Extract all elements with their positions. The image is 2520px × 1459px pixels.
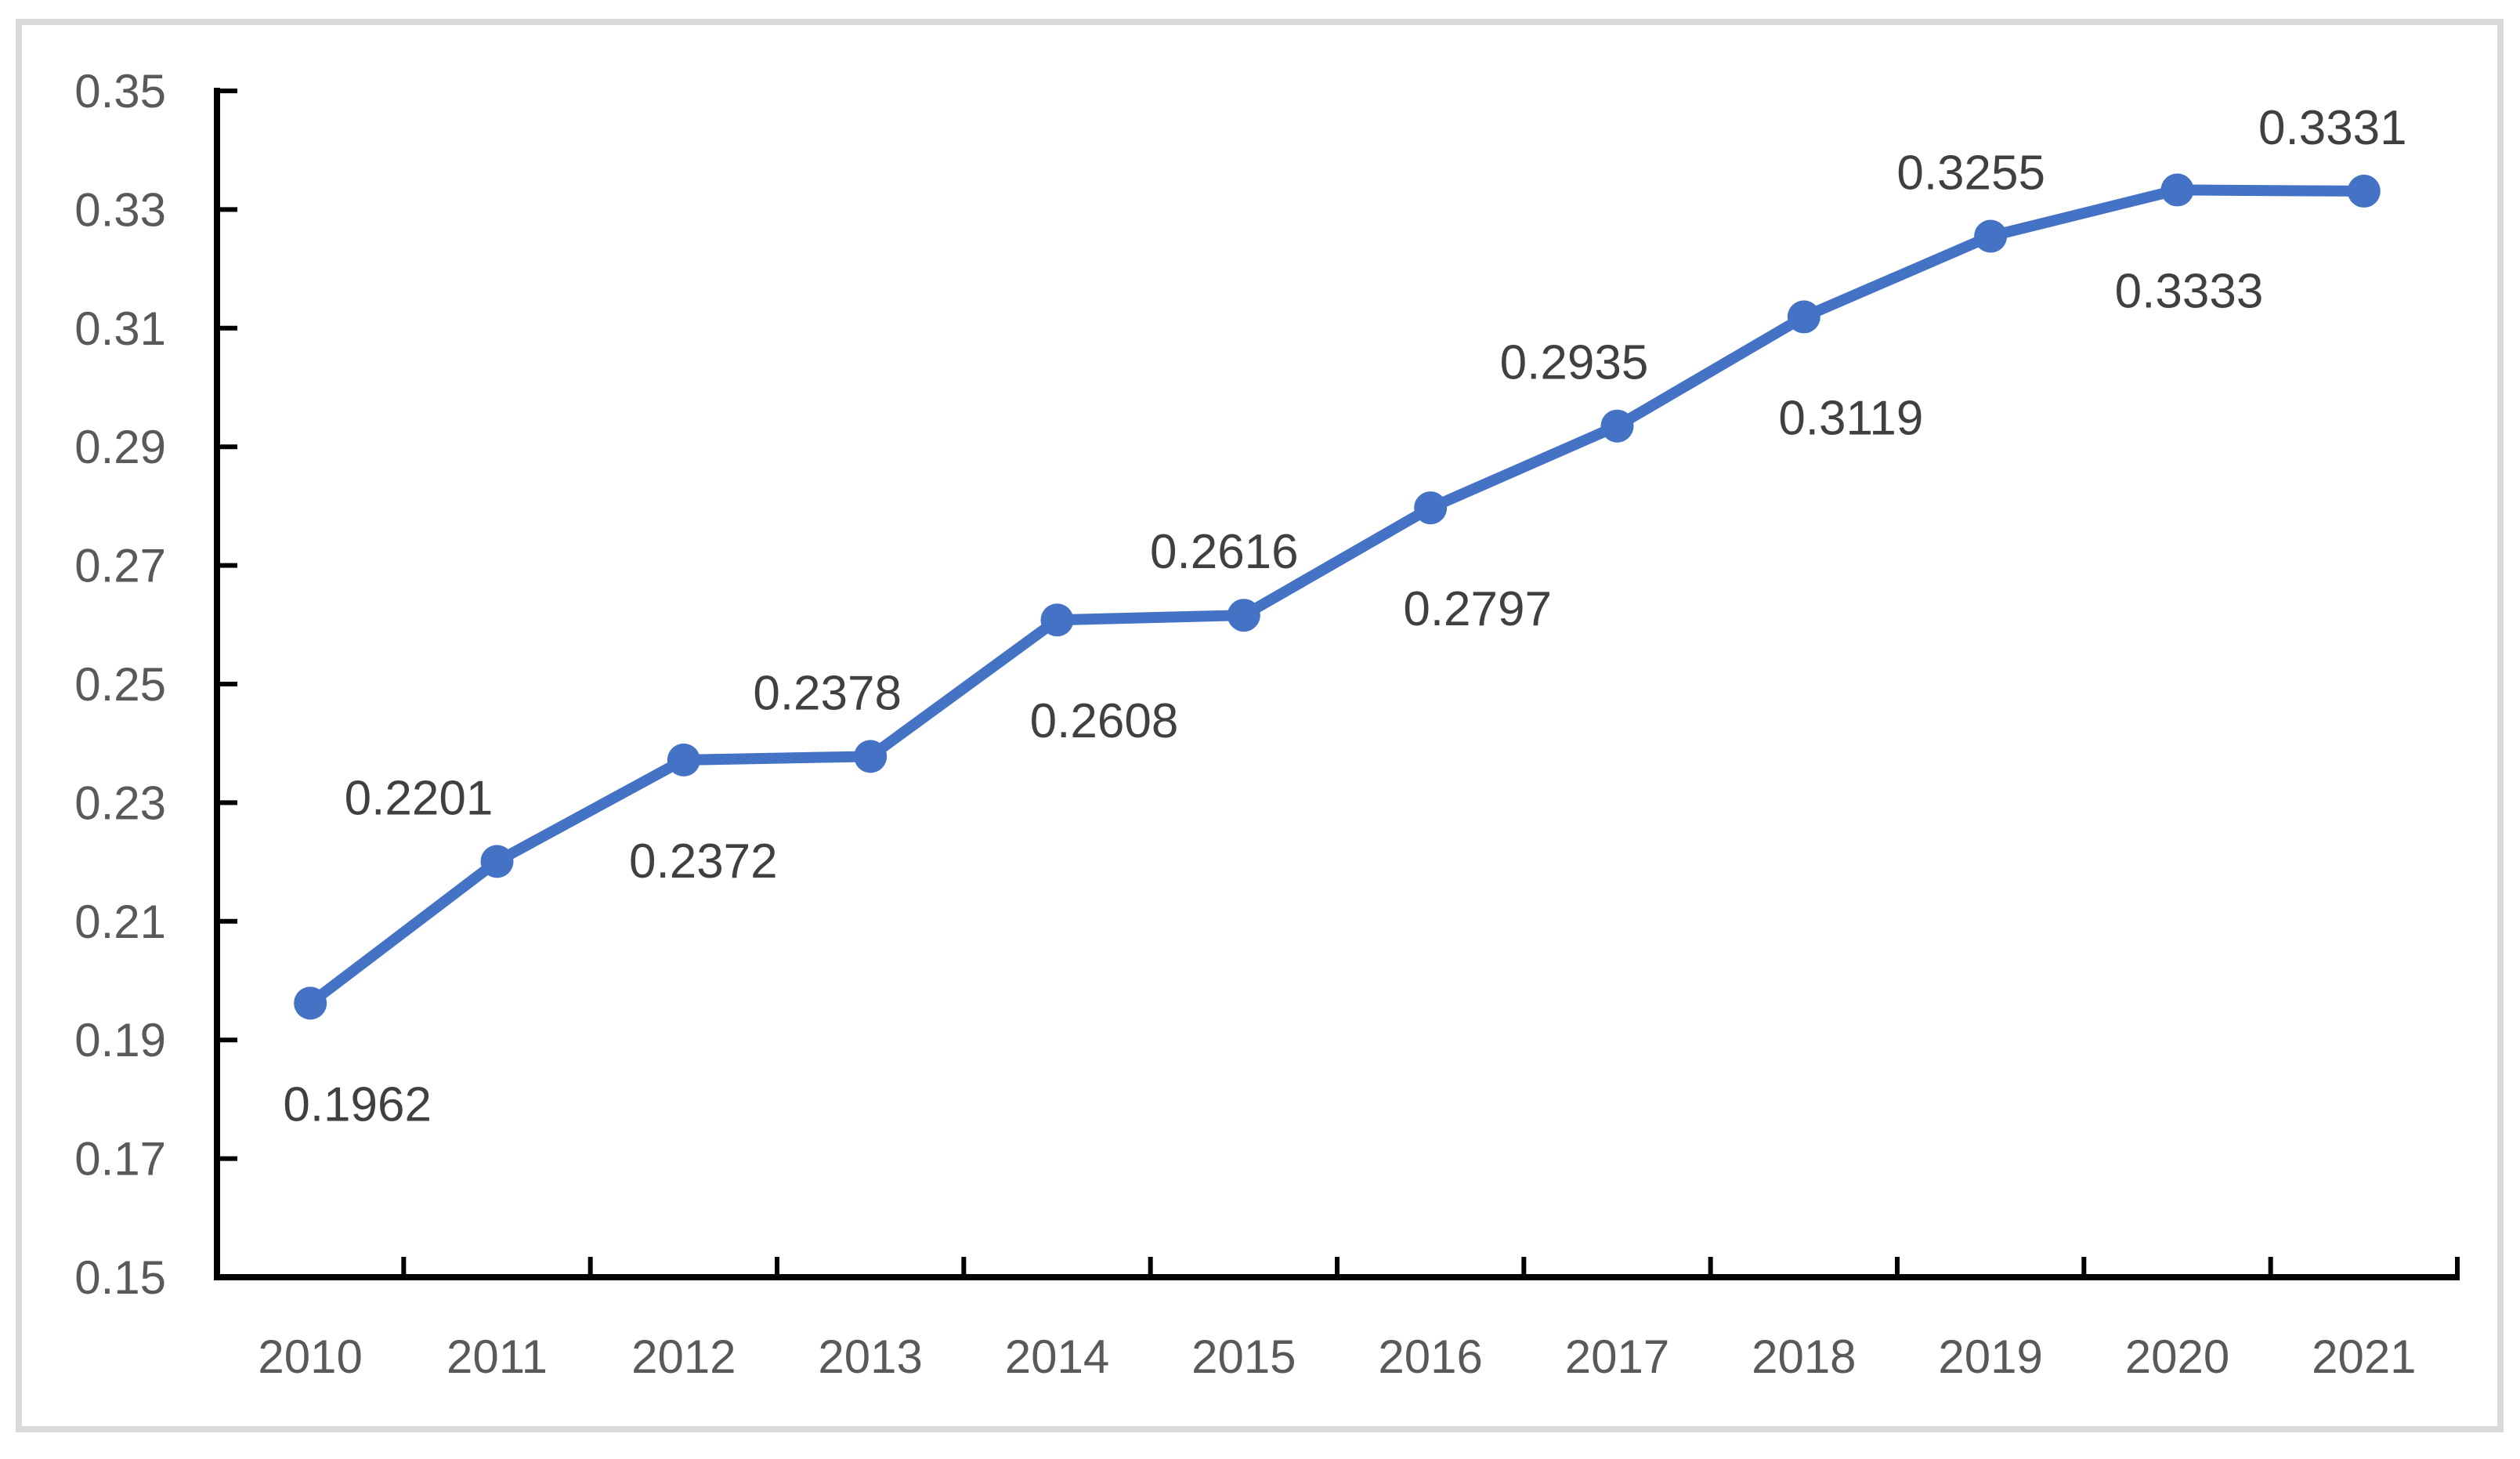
data-labels-group: 0.1962 0.2201 0.2372 0.2378 0.2608 0.2616 0.27…: [283, 101, 2406, 1131]
data-point-marker: [1787, 300, 1820, 334]
data-point-label: 0.2608: [1030, 694, 1179, 748]
data-point-label: 0.2616: [1150, 525, 1299, 579]
data-point-label: 0.3333: [2115, 264, 2264, 318]
y-axis-tick-label: 0.19: [74, 1014, 166, 1066]
ticks-group: [215, 89, 2460, 1280]
x-axis-tick-label: 2010: [258, 1330, 362, 1383]
data-point-marker: [2347, 174, 2381, 208]
y-axis-tick-label: 0.31: [74, 302, 166, 355]
y-axis-tick-label: 0.23: [74, 777, 166, 829]
data-point-marker: [1227, 599, 1260, 632]
data-point-label: 0.2797: [1403, 582, 1552, 636]
y-axis-tick-label: 0.29: [74, 421, 166, 473]
data-point-marker: [854, 740, 888, 773]
x-axis-tick-label: 2013: [818, 1330, 922, 1383]
x-axis-tick-label: 2014: [1005, 1330, 1109, 1383]
data-point-label: 0.2935: [1500, 336, 1649, 390]
data-point-marker: [294, 987, 327, 1020]
x-axis-tick-label: 2016: [1378, 1330, 1482, 1383]
data-point-label: 0.2201: [345, 771, 494, 825]
y-axis-tick-label: 0.15: [74, 1251, 166, 1304]
data-point-marker: [2160, 173, 2194, 207]
data-point-marker: [667, 743, 700, 777]
x-axis-tick-label: 2012: [631, 1330, 736, 1383]
data-point-label: 0.2372: [629, 834, 778, 889]
data-point-marker: [1414, 491, 1448, 525]
x-axis-tick-label: 2011: [447, 1330, 548, 1383]
y-axis-tick-label: 0.27: [74, 540, 166, 592]
data-point-marker: [480, 845, 514, 878]
x-axis-tick-label: 2021: [2312, 1330, 2416, 1383]
tick-labels-group: 0.15 0.17 0.19 0.21 0.23 0.25 0.27 0.29 0.31 0.33…: [74, 65, 2416, 1383]
series-line: [305, 184, 2370, 1009]
x-axis-tick-label: 2019: [1938, 1330, 2042, 1383]
data-point-marker: [1600, 409, 1634, 443]
data-point-label: 0.3255: [1896, 146, 2045, 200]
y-axis-tick-label: 0.35: [74, 65, 166, 118]
y-axis-tick-label: 0.21: [74, 896, 166, 948]
data-point-label: 0.3119: [1778, 391, 1923, 445]
y-axis-tick-label: 0.33: [74, 183, 166, 236]
data-point-marker: [1974, 219, 2008, 253]
data-point-marker: [1040, 603, 1074, 637]
data-point-label: 0.1962: [283, 1077, 432, 1131]
x-axis-tick-label: 2017: [1565, 1330, 1669, 1383]
data-point-label: 0.2378: [753, 666, 902, 720]
x-axis-tick-label: 2020: [2125, 1330, 2229, 1383]
figure-border: [16, 19, 2504, 1432]
series-group: [294, 173, 2381, 1020]
x-axis-tick-label: 2018: [1752, 1330, 1856, 1383]
x-axis-tick-label: 2015: [1191, 1330, 1296, 1383]
y-axis-tick-label: 0.17: [74, 1133, 166, 1186]
data-point-label: 0.3331: [2258, 101, 2407, 155]
y-axis-tick-label: 0.25: [74, 658, 166, 711]
